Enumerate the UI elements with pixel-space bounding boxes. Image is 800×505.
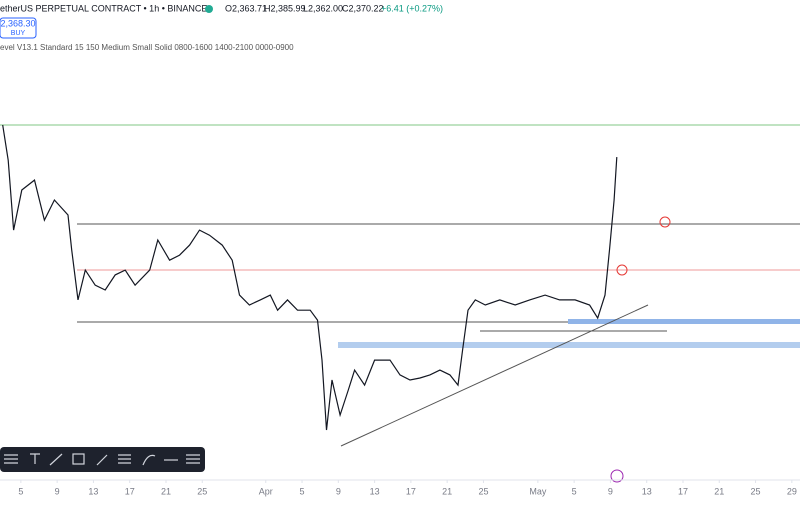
change: +6.41 (+0.27%): [381, 3, 443, 13]
close: C2,370.22: [342, 3, 384, 13]
price-line: [2, 124, 618, 431]
x-tick-label: 13: [370, 486, 380, 496]
x-tick-label: 17: [678, 486, 688, 496]
x-tick-label: 25: [478, 486, 488, 496]
tool-icon[interactable]: [49, 453, 63, 466]
zone: [338, 342, 800, 348]
open: O2,363.71: [225, 3, 267, 13]
x-tick-label: 5: [300, 486, 305, 496]
x-tick-label: 17: [125, 486, 135, 496]
tool-icon[interactable]: [186, 454, 200, 464]
x-tick-label: 13: [642, 486, 652, 496]
symbol: etherUS PERPETUAL CONTRACT • 1h • BINANC…: [0, 3, 207, 13]
drawings: [0, 124, 800, 483]
zone: [568, 319, 800, 324]
tool-icon[interactable]: [72, 453, 85, 465]
x-tick-label: 21: [442, 486, 452, 496]
toolbar: [0, 447, 205, 472]
event-icon[interactable]: [610, 469, 624, 483]
x-tick-label: 5: [18, 486, 23, 496]
buy-price: 2,368.30: [0, 18, 35, 28]
x-tick-label: 9: [336, 486, 341, 496]
marker: [616, 264, 628, 276]
x-tick-label: 21: [161, 486, 171, 496]
buy-label: BUY: [11, 30, 26, 37]
trend-line: [340, 304, 649, 447]
tool-icon[interactable]: [118, 454, 131, 464]
marker: [659, 216, 671, 228]
x-tick-label: 9: [608, 486, 613, 496]
high: H2,385.99: [264, 3, 306, 13]
x-tick-label: May: [529, 486, 547, 496]
x-tick-label: 5: [572, 486, 577, 496]
x-tick-label: 21: [714, 486, 724, 496]
x-tick-label: 17: [406, 486, 416, 496]
x-tick-label: 29: [787, 486, 797, 496]
x-tick-label: 9: [55, 486, 60, 496]
tool-icon[interactable]: [4, 454, 18, 464]
tool-icon[interactable]: [142, 454, 156, 466]
x-tick-label: Apr: [259, 486, 273, 496]
buy-button[interactable]: [0, 17, 37, 39]
tool-icon[interactable]: [96, 454, 108, 466]
indicator: evel V13.1 Standard 15 150 Medium Small …: [0, 43, 294, 52]
x-tick-label: 25: [197, 486, 207, 496]
tool-icon[interactable]: [30, 453, 40, 464]
status-dot: [205, 5, 213, 13]
low: L2,362.00: [303, 3, 343, 13]
x-tick-label: 25: [751, 486, 761, 496]
x-tick-label: 13: [88, 486, 98, 496]
